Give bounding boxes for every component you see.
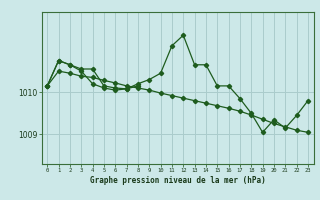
X-axis label: Graphe pression niveau de la mer (hPa): Graphe pression niveau de la mer (hPa): [90, 176, 266, 185]
